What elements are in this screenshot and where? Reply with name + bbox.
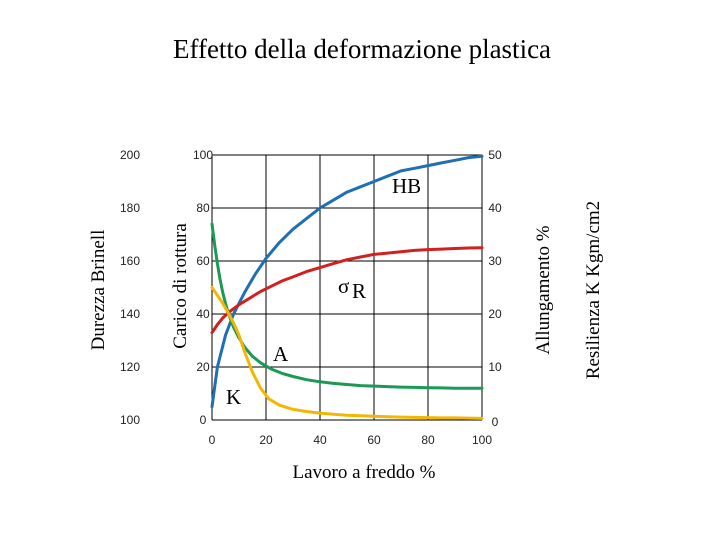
y-axis-label-resilienza: Resilienza K Kgm/cm2 <box>583 201 604 379</box>
x-tick-label: 20 <box>259 433 273 447</box>
y-axis-label-rottura: Carico di rottura <box>170 223 191 349</box>
series-line-1 <box>210 246 484 335</box>
brinell-tick-label: 100 <box>120 413 140 427</box>
rottura-tick-label: 100 <box>193 148 213 162</box>
y-axis-label-allungamento: Allungamento % <box>533 225 554 354</box>
plot-grid <box>211 154 483 421</box>
x-tick-label: 60 <box>367 433 381 447</box>
series-label-a: A <box>273 342 289 366</box>
tick-labels: 0 20 40 60 80 1001001201401601802000204060801… <box>120 148 502 447</box>
rottura-tick-label: 0 <box>200 413 207 427</box>
allungamento-tick-label: 10 <box>488 360 502 374</box>
x-tick-label: 0 <box>209 433 216 447</box>
allungamento-tick-label: 30 <box>488 254 502 268</box>
series-label-k: K <box>226 385 241 409</box>
allungamento-tick-label: 20 <box>488 307 502 321</box>
allungamento-tick-label: 40 <box>488 201 502 215</box>
rottura-tick-label: 60 <box>196 254 210 268</box>
series-line-3 <box>210 286 484 420</box>
series-label-hb: HB <box>392 174 421 198</box>
chart-title: Effetto della deformazione plastica <box>173 34 551 64</box>
svg-text:R: R <box>352 279 366 303</box>
brinell-tick-label: 160 <box>120 254 140 268</box>
brinell-tick-label: 140 <box>120 307 140 321</box>
x-tick-label: 100 <box>472 433 492 447</box>
x-tick-label: 40 <box>313 433 327 447</box>
x-tick-label: 80 <box>421 433 435 447</box>
series-lines <box>210 154 484 420</box>
y-axis-label-brinell: Durezza Brinell <box>88 230 109 351</box>
series-line-0 <box>210 154 484 409</box>
rottura-tick-label: 20 <box>196 360 210 374</box>
brinell-tick-label: 120 <box>120 360 140 374</box>
brinell-tick-label: 200 <box>120 148 140 162</box>
svg-text:σ: σ <box>338 274 349 298</box>
allungamento-tick-label: 50 <box>488 148 502 162</box>
series-line-2 <box>210 222 484 390</box>
series-label-sigma-r: σ R <box>338 274 366 303</box>
x-axis-label: Lavoro a freddo % <box>293 462 436 483</box>
rottura-tick-label: 40 <box>196 307 210 321</box>
allungamento-tick-label: 0 <box>492 415 499 429</box>
rottura-tick-label: 80 <box>196 201 210 215</box>
brinell-tick-label: 180 <box>120 201 140 215</box>
